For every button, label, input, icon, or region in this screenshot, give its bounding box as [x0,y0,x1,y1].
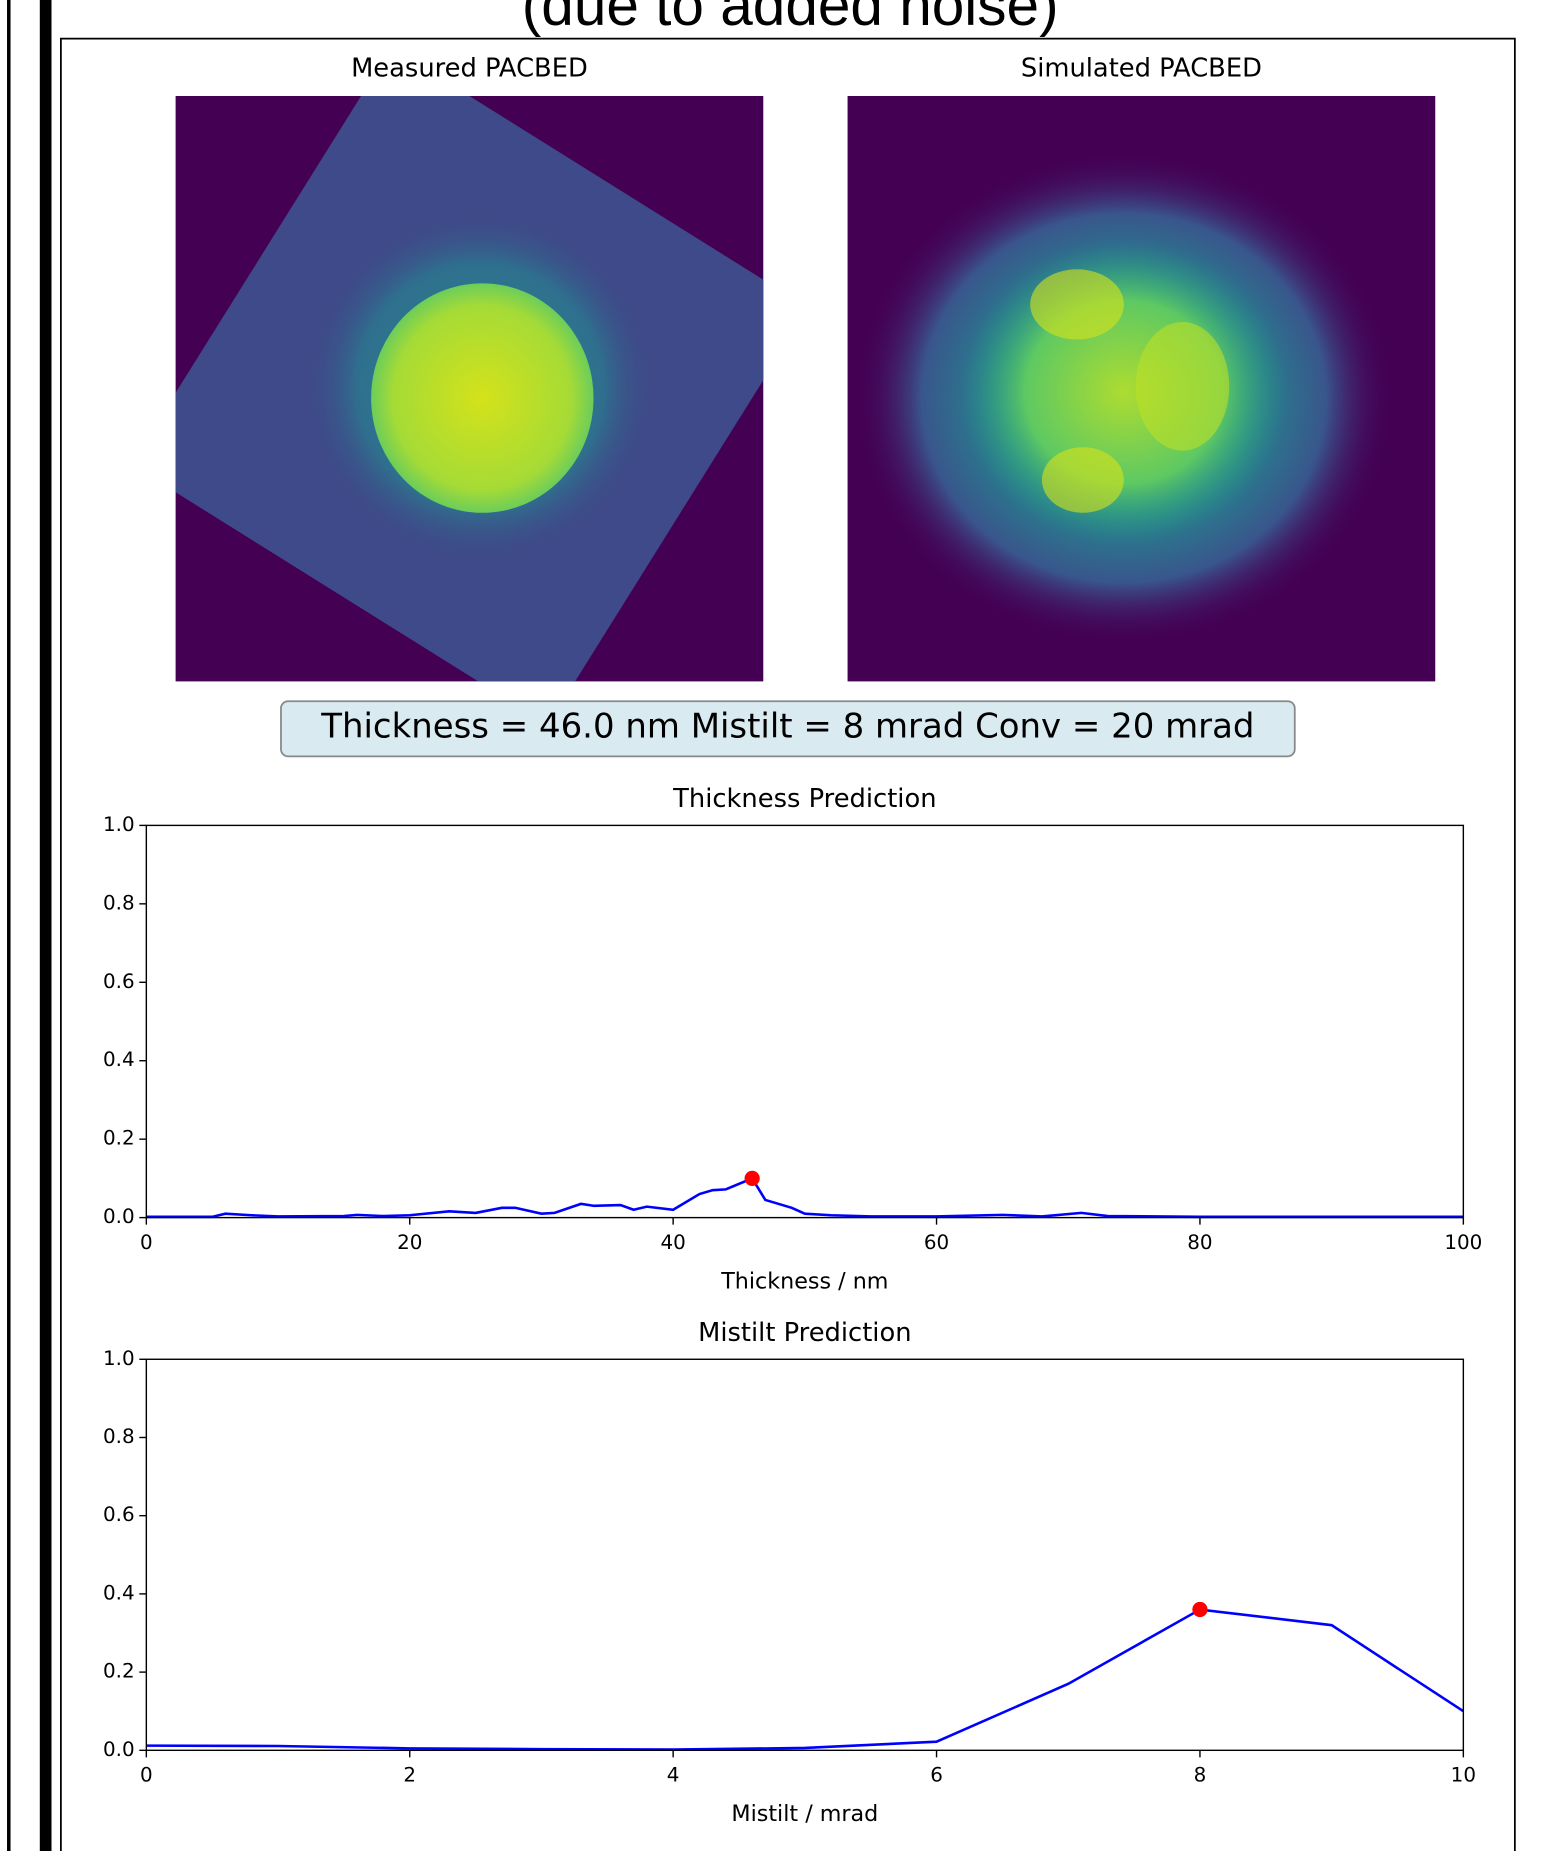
data-line [146,1176,1464,1219]
y-tick-label: 0.4 [103,1048,135,1071]
plot-frame [145,824,1465,1219]
peak-marker [1192,1601,1208,1618]
y-tick-label: 0.2 [103,1660,135,1683]
x-tick-label: 40 [660,1231,685,1254]
window-edge [39,0,52,1851]
y-tick-label: 0.8 [103,1425,135,1448]
y-tick-label: 0.2 [103,1127,135,1150]
x-tick-label: 0 [140,1764,153,1787]
x-tick-label: 4 [667,1764,680,1787]
x-axis-label: Mistilt / mrad [731,1801,878,1827]
x-tick-label: 0 [140,1231,153,1254]
x-tick-label: 100 [1444,1231,1482,1254]
y-tick-label: 0.6 [103,970,135,993]
y-tick-label: 1.0 [103,1347,135,1370]
image-title: Simulated PACBED [1021,54,1262,84]
y-tick-label: 0.8 [103,891,135,914]
image-title: Measured PACBED [351,54,588,84]
info-box [280,700,1296,758]
peak-marker [744,1170,760,1186]
x-axis-label: Thickness / nm [720,1269,888,1295]
chart-title: Thickness Prediction [672,784,936,814]
y-tick-label: 0.6 [103,1503,135,1526]
page-title: (due to added noise) [522,0,1059,38]
data-line [146,1608,1465,1751]
simulated-image [847,96,1436,682]
window-edge [7,0,11,1851]
plot-frame [145,1358,1465,1752]
figure-frame [59,37,1516,1851]
measured-image [175,96,764,682]
x-tick-label: 80 [1187,1231,1212,1254]
x-tick-label: 10 [1451,1764,1476,1787]
x-tick-label: 8 [1194,1764,1207,1787]
y-tick-label: 1.0 [103,813,135,836]
chart-title: Mistilt Prediction [698,1318,911,1348]
info-text: Thickness = 46.0 nm Mistilt = 8 mrad Con… [320,707,1254,747]
x-tick-label: 20 [397,1231,422,1254]
y-tick-label: 0.0 [103,1205,135,1228]
x-tick-label: 60 [924,1231,949,1254]
x-tick-label: 6 [930,1764,943,1787]
y-tick-label: 0.0 [103,1738,135,1761]
y-tick-label: 0.4 [103,1581,135,1604]
x-tick-label: 2 [403,1764,416,1787]
